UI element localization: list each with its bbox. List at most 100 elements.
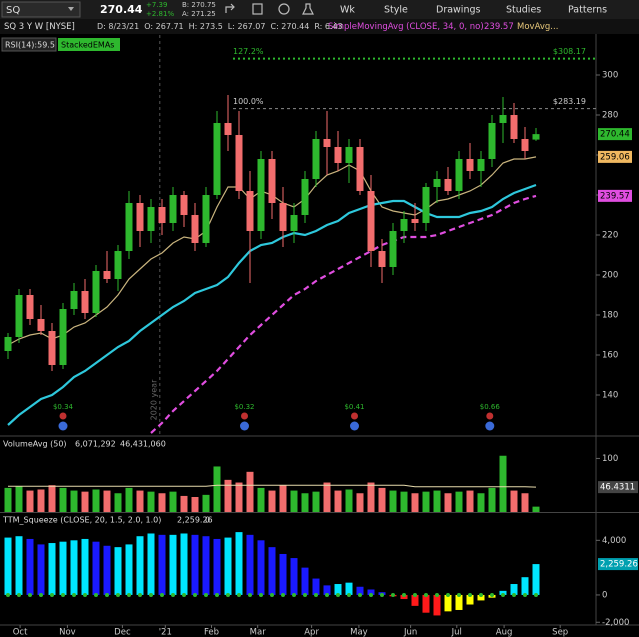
- candle-body: [224, 123, 232, 135]
- squeeze-dot: [248, 592, 252, 597]
- squeeze-dot: [358, 592, 362, 597]
- candle-body: [422, 187, 430, 223]
- volume-bar: [169, 491, 177, 512]
- squeeze-dot: [380, 592, 384, 597]
- candle-body: [433, 179, 441, 187]
- earnings-icon[interactable]: [240, 421, 249, 431]
- squeeze-bar: [290, 558, 298, 595]
- candle-body: [279, 203, 287, 231]
- candle-body: [147, 207, 155, 231]
- symbol-box[interactable]: [1, 1, 81, 18]
- squeeze-bar: [59, 541, 67, 595]
- squeeze-dot: [270, 592, 274, 597]
- volume-bar: [510, 490, 518, 512]
- squeeze-dot: [237, 592, 241, 597]
- squeeze-bar: [48, 543, 56, 595]
- squeeze-bar: [455, 594, 463, 610]
- clipboard-icon[interactable]: [252, 3, 263, 15]
- squeeze-dot: [171, 592, 175, 597]
- squeeze-dot: [479, 592, 483, 597]
- volume-bar: [334, 490, 342, 512]
- squeeze-dot: [512, 592, 516, 597]
- toolbar-button[interactable]: Wk: [340, 5, 355, 16]
- volume-bar: [147, 491, 155, 512]
- y-tick-label: 280: [602, 111, 618, 121]
- candle-body: [400, 219, 408, 231]
- squeeze-bar: [345, 582, 353, 595]
- squeeze-dot: [413, 592, 417, 597]
- price-label-box: [598, 128, 632, 141]
- candle-body: [59, 309, 67, 365]
- moving-average: [7, 183, 537, 426]
- squeeze-dot: [523, 592, 527, 597]
- candle-body: [103, 271, 111, 279]
- candle-body: [158, 207, 166, 223]
- candle-body: [455, 159, 463, 191]
- squeeze-dot: [39, 592, 43, 597]
- squeeze-bar: [433, 594, 441, 616]
- volume-bar: [466, 490, 474, 512]
- volume-bar: [70, 490, 78, 512]
- squeeze-bar: [202, 536, 210, 595]
- gear-icon[interactable]: [278, 3, 290, 15]
- toolbar-button[interactable]: Patterns: [568, 5, 607, 16]
- more-studies[interactable]: MovAvg...: [517, 22, 558, 32]
- stacked-label: StackedEMAs: [61, 41, 114, 50]
- squeeze-bar: [26, 538, 34, 595]
- toolbar-button[interactable]: Style: [384, 5, 408, 16]
- volume-bar: [499, 455, 507, 512]
- x-tick-label: Mar: [250, 628, 267, 637]
- ohlc-field: O: 267.71: [144, 22, 183, 31]
- volume-bar: [411, 493, 419, 512]
- symbol[interactable]: SQ: [6, 5, 20, 16]
- volume-avg-box: [598, 481, 638, 494]
- y-tick-label: 160: [602, 351, 618, 361]
- volume-bar: [48, 485, 56, 512]
- volume-bar: [125, 487, 133, 512]
- year-label: 2020 year: [149, 379, 158, 420]
- candle-body: [378, 251, 386, 267]
- squeeze-bar: [499, 590, 507, 595]
- squeeze-bar: [301, 567, 309, 595]
- volume-bar: [345, 489, 353, 512]
- squeeze-bar: [279, 553, 287, 595]
- squeeze-dot: [61, 592, 65, 597]
- squeeze-dot: [457, 592, 461, 597]
- volume-bar: [26, 490, 34, 512]
- candle-body: [268, 159, 276, 203]
- squeeze-dot: [424, 592, 428, 597]
- earnings-icon[interactable]: [58, 421, 68, 431]
- fib-price: $308.17: [553, 47, 586, 56]
- flask-icon[interactable]: [302, 3, 314, 15]
- volume-bar: [59, 487, 67, 512]
- toolbar-button[interactable]: Studies: [506, 5, 541, 16]
- squeeze-dot: [303, 592, 307, 597]
- squeeze-bar: [125, 544, 133, 595]
- ohlc-field: H: 273.5: [189, 22, 223, 31]
- share-icon[interactable]: [225, 3, 235, 13]
- squeeze-dot: [50, 592, 54, 597]
- squeeze-bar: [356, 586, 364, 595]
- volume-bar: [323, 482, 331, 512]
- volume-bar: [224, 479, 232, 512]
- volume-bar: [488, 487, 496, 512]
- candle-body: [169, 195, 177, 223]
- squeeze-dot: [138, 592, 142, 597]
- volume-bar: [235, 482, 243, 512]
- volume-bar: [191, 497, 199, 512]
- fib-pct: 127.2%: [233, 47, 264, 56]
- earnings-icon[interactable]: [485, 421, 495, 431]
- toolbar-button[interactable]: Drawings: [436, 5, 481, 16]
- rsi-badge: [1, 37, 57, 52]
- volume-bar: [290, 490, 298, 512]
- squeeze-bar: [180, 533, 188, 595]
- squeeze-bar: [477, 594, 485, 601]
- candle-body: [235, 135, 243, 191]
- squeeze-dot: [314, 592, 318, 597]
- earnings-icon[interactable]: [350, 421, 359, 431]
- ohlc-field: D: 8/23/21: [97, 22, 139, 31]
- rsi-label: RSI(14):59.5: [5, 41, 55, 50]
- candle-body: [136, 203, 144, 231]
- candle-body: [367, 191, 375, 251]
- squeeze-bar: [422, 594, 430, 613]
